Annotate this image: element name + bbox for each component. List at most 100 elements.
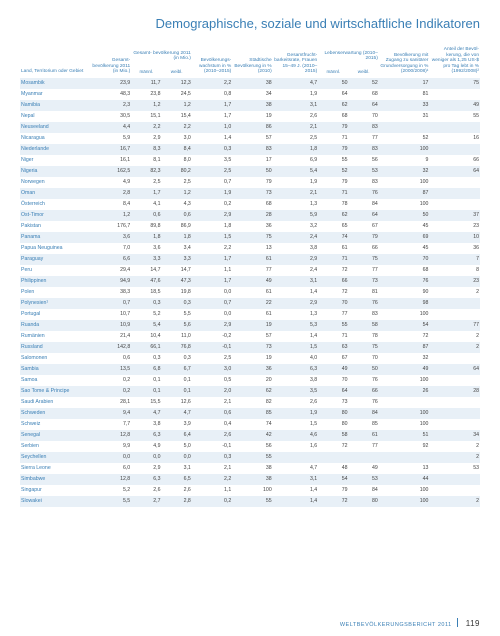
value-cell: 6,5 bbox=[162, 474, 192, 485]
value-cell: 68 bbox=[232, 199, 272, 210]
value-cell: 23,8 bbox=[131, 89, 161, 100]
value-cell: 2,9 bbox=[273, 298, 318, 309]
value-cell bbox=[273, 452, 318, 463]
value-cell bbox=[429, 122, 480, 133]
value-cell: 26 bbox=[379, 386, 430, 397]
value-cell: 62 bbox=[232, 386, 272, 397]
value-cell: 1,7 bbox=[192, 100, 232, 111]
value-cell: 2,5 bbox=[162, 177, 192, 188]
value-cell: 84 bbox=[349, 408, 379, 419]
col-pop: Gesamt- bevölkerung 2011 (in Mio.) bbox=[91, 45, 131, 78]
country-cell: Peru bbox=[20, 265, 91, 276]
value-cell: 3,8 bbox=[131, 419, 161, 430]
value-cell: 79 bbox=[232, 177, 272, 188]
value-cell: 100 bbox=[232, 485, 272, 496]
col-proj-w: weibl. bbox=[162, 65, 192, 78]
value-cell: 2,6 bbox=[131, 485, 161, 496]
table-row: Sao Tome & Principe0,20,10,12,0623,56466… bbox=[20, 386, 480, 397]
value-cell: 1,3 bbox=[273, 309, 318, 320]
value-cell: 2,9 bbox=[273, 254, 318, 265]
value-cell: 64 bbox=[349, 100, 379, 111]
value-cell: 176,7 bbox=[91, 221, 131, 232]
value-cell: 0,8 bbox=[192, 89, 232, 100]
value-cell: 100 bbox=[379, 408, 430, 419]
value-cell: 0,2 bbox=[192, 199, 232, 210]
table-row: Österreich8,44,14,30,2681,37884100 bbox=[20, 199, 480, 210]
value-cell: 73 bbox=[232, 342, 272, 353]
value-cell: 17 bbox=[379, 78, 430, 89]
value-cell: 77 bbox=[232, 265, 272, 276]
value-cell: 61 bbox=[232, 309, 272, 320]
value-cell: 6,3 bbox=[131, 430, 161, 441]
value-cell: 6,6 bbox=[91, 254, 131, 265]
value-cell: 2,2 bbox=[192, 78, 232, 89]
value-cell: 71 bbox=[318, 331, 348, 342]
table-row: Simbabwe12,86,36,52,2383,1545344 bbox=[20, 474, 480, 485]
value-cell: 62 bbox=[318, 210, 348, 221]
value-cell bbox=[379, 397, 430, 408]
value-cell: 48 bbox=[318, 463, 348, 474]
value-cell: 6,8 bbox=[131, 364, 161, 375]
value-cell: 66 bbox=[349, 386, 379, 397]
value-cell: 78 bbox=[349, 331, 379, 342]
table-row: Singapur5,22,62,61,11001,47984100 bbox=[20, 485, 480, 496]
table-row: Oman2,81,71,21,9732,1717687 bbox=[20, 188, 480, 199]
value-cell: 9 bbox=[379, 155, 430, 166]
value-cell: 1,4 bbox=[273, 287, 318, 298]
value-cell bbox=[429, 199, 480, 210]
value-cell: 58 bbox=[318, 430, 348, 441]
value-cell: 2,6 bbox=[273, 111, 318, 122]
value-cell: 8,4 bbox=[162, 144, 192, 155]
value-cell: 4,3 bbox=[162, 199, 192, 210]
value-cell: 100 bbox=[379, 419, 430, 430]
value-cell: 6,3 bbox=[131, 474, 161, 485]
value-cell: 1,2 bbox=[91, 210, 131, 221]
value-cell: 80 bbox=[318, 408, 348, 419]
value-cell: 76 bbox=[379, 276, 430, 287]
value-cell: 100 bbox=[379, 309, 430, 320]
value-cell: 76 bbox=[349, 298, 379, 309]
value-cell: 80,2 bbox=[162, 166, 192, 177]
value-cell: 15,5 bbox=[131, 397, 161, 408]
value-cell: 49 bbox=[429, 100, 480, 111]
value-cell: 81 bbox=[379, 89, 430, 100]
value-cell: 2 bbox=[429, 342, 480, 353]
value-cell: 67 bbox=[318, 353, 348, 364]
country-cell: Myanmar bbox=[20, 89, 91, 100]
value-cell bbox=[429, 485, 480, 496]
col-le: Lebenserwartung (2010–2015) bbox=[318, 45, 379, 65]
value-cell: 9,9 bbox=[91, 441, 131, 452]
value-cell bbox=[429, 89, 480, 100]
value-cell: 79 bbox=[318, 485, 348, 496]
value-cell: 98 bbox=[379, 298, 430, 309]
value-cell: 8,4 bbox=[91, 199, 131, 210]
value-cell: 6,9 bbox=[273, 155, 318, 166]
value-cell: 79 bbox=[349, 232, 379, 243]
country-cell: Saudi Arabien bbox=[20, 397, 91, 408]
table-row: Panama3,61,81,81,5752,474796910 bbox=[20, 232, 480, 243]
value-cell bbox=[429, 474, 480, 485]
value-cell: 49 bbox=[318, 364, 348, 375]
value-cell: 10 bbox=[429, 232, 480, 243]
country-cell: Neuseeland bbox=[20, 122, 91, 133]
value-cell: 23 bbox=[429, 276, 480, 287]
value-cell: 0,3 bbox=[131, 353, 161, 364]
value-cell: 8,0 bbox=[162, 155, 192, 166]
value-cell: 0,6 bbox=[192, 408, 232, 419]
value-cell: 0,1 bbox=[131, 375, 161, 386]
value-cell: 13 bbox=[232, 243, 272, 254]
value-cell: 55 bbox=[232, 452, 272, 463]
value-cell: 3,5 bbox=[192, 155, 232, 166]
value-cell: 8,3 bbox=[131, 144, 161, 155]
value-cell: 85 bbox=[349, 419, 379, 430]
value-cell: 0,7 bbox=[192, 177, 232, 188]
value-cell: 83 bbox=[232, 144, 272, 155]
value-cell: 3,8 bbox=[273, 375, 318, 386]
value-cell: 1,4 bbox=[273, 485, 318, 496]
value-cell: 3,4 bbox=[162, 243, 192, 254]
value-cell: 71 bbox=[318, 133, 348, 144]
value-cell: 0,6 bbox=[91, 353, 131, 364]
country-cell: Senegal bbox=[20, 430, 91, 441]
value-cell: 1,7 bbox=[192, 254, 232, 265]
value-cell: 55 bbox=[232, 496, 272, 507]
